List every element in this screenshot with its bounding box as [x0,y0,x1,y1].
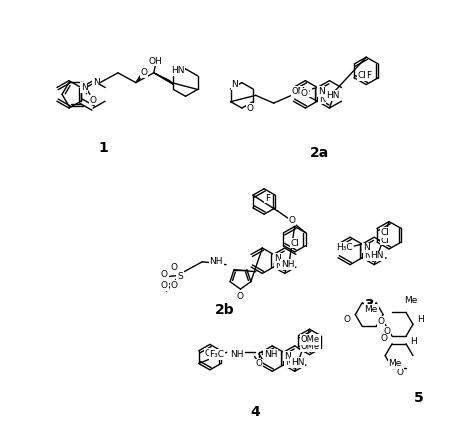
Text: OMe: OMe [301,342,320,351]
Polygon shape [154,73,173,85]
Text: N: N [364,251,371,260]
Text: 4: 4 [250,405,260,419]
Text: Me: Me [365,305,378,314]
Text: N: N [81,83,87,92]
Text: Me: Me [388,359,402,368]
Text: O: O [378,317,384,326]
Text: O: O [237,293,244,301]
Text: O: O [301,89,308,98]
Text: N: N [275,261,282,269]
Text: O: O [255,360,262,368]
Text: Cl: Cl [205,349,214,358]
Text: H: H [410,336,417,346]
Text: N: N [285,359,292,368]
Text: Cl: Cl [381,228,390,237]
Text: O: O [397,368,403,377]
Text: F: F [365,71,371,80]
Text: 3: 3 [365,298,374,312]
Text: O: O [161,281,168,290]
Text: O: O [246,104,253,112]
Text: O: O [383,327,391,336]
Text: HN: HN [370,251,384,260]
Text: NH: NH [230,350,244,359]
Text: O: O [289,216,295,225]
Text: O: O [161,270,168,279]
Text: 1: 1 [99,141,109,155]
Text: S: S [177,272,183,281]
Text: NH: NH [210,257,223,266]
Text: F₃C: F₃C [210,350,225,359]
Text: O: O [344,315,351,324]
Text: Me: Me [404,296,418,305]
Text: 2a: 2a [310,146,329,160]
Text: N: N [231,80,238,89]
Text: 5: 5 [414,391,424,405]
Text: Cl: Cl [381,236,390,245]
Text: Cl: Cl [290,239,299,248]
Text: N: N [318,87,325,96]
Text: H₃C: H₃C [336,242,353,251]
Text: NH: NH [281,260,294,269]
Text: O: O [90,96,97,105]
Text: OMe: OMe [292,87,311,96]
Text: OMe: OMe [301,335,320,344]
Text: O: O [381,334,388,344]
Text: N: N [363,243,370,253]
Text: NH: NH [264,350,277,359]
Text: O: O [140,68,147,77]
Text: HN: HN [171,67,184,75]
Text: O: O [171,263,178,272]
Text: 2b: 2b [215,303,235,317]
Text: HN: HN [326,91,339,100]
Text: S: S [176,272,182,281]
Text: H: H [418,315,424,324]
Text: N: N [284,352,291,361]
Text: F: F [265,194,270,203]
Text: Cl: Cl [358,71,366,80]
Text: N: N [93,78,100,87]
Text: N: N [274,254,281,263]
Text: N: N [319,95,326,104]
Text: HN: HN [291,358,304,367]
Text: O: O [171,281,178,290]
Text: OH: OH [149,56,163,66]
